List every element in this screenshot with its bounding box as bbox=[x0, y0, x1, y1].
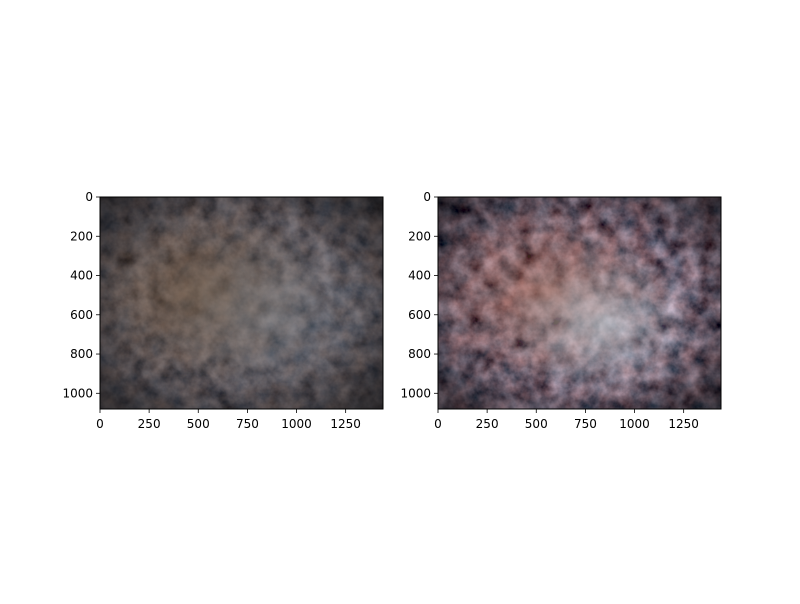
right-x-tick-label: 250 bbox=[476, 417, 499, 431]
left-y-tick-label: 600 bbox=[70, 308, 93, 322]
left-y-tick-label: 1000 bbox=[62, 386, 93, 400]
left-y-tick-label: 0 bbox=[85, 190, 93, 204]
right-y-tick-label: 600 bbox=[408, 308, 431, 322]
left-y-tick-label: 200 bbox=[70, 229, 93, 243]
right-y-tick-label: 200 bbox=[408, 229, 431, 243]
left-x-tick-label: 500 bbox=[187, 417, 210, 431]
left-image-panel: 0 250 500 750 1000 1250 0 200 400 600 800 1000 bbox=[62, 190, 384, 431]
left-axes-frame bbox=[99, 196, 384, 410]
right-axis-ticks: 0 250 500 750 1000 1250 0 200 400 600 800 1000 bbox=[400, 190, 698, 431]
right-photo bbox=[438, 197, 721, 409]
right-x-tick-label: 1250 bbox=[668, 417, 699, 431]
right-x-tick-label: 750 bbox=[574, 417, 597, 431]
right-axes-frame bbox=[437, 196, 722, 410]
left-photo bbox=[100, 197, 383, 409]
right-image-panel: 0 250 500 750 1000 1250 0 200 400 600 800 1000 bbox=[400, 190, 722, 431]
right-x-tick-label: 500 bbox=[525, 417, 548, 431]
right-y-tick-label: 400 bbox=[408, 269, 431, 283]
left-x-tick-label: 750 bbox=[236, 417, 259, 431]
left-axis-ticks: 0 250 500 750 1000 1250 0 200 400 600 800 1000 bbox=[62, 190, 360, 431]
left-x-tick-label: 1000 bbox=[281, 417, 312, 431]
left-y-tick-label: 800 bbox=[70, 347, 93, 361]
left-x-tick-label: 250 bbox=[138, 417, 161, 431]
left-y-tick-label: 400 bbox=[70, 269, 93, 283]
left-x-tick-label: 1250 bbox=[330, 417, 361, 431]
right-y-tick-label: 1000 bbox=[400, 386, 431, 400]
right-y-tick-label: 800 bbox=[408, 347, 431, 361]
left-x-tick-label: 0 bbox=[96, 417, 104, 431]
right-y-tick-label: 0 bbox=[423, 190, 431, 204]
right-x-tick-label: 1000 bbox=[619, 417, 650, 431]
right-x-tick-label: 0 bbox=[434, 417, 442, 431]
